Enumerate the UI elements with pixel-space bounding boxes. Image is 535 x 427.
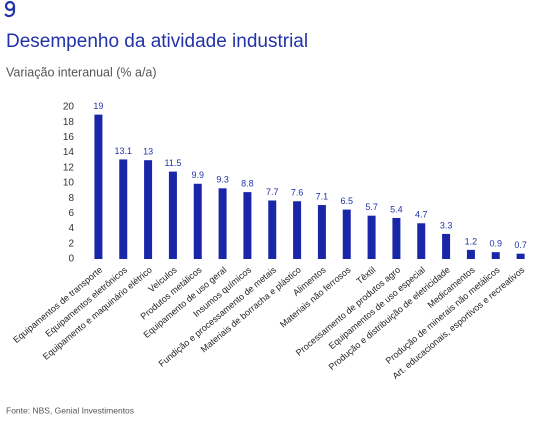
chart-subtitle: Variação interanual (% a/a): [6, 65, 157, 79]
bar: [466, 249, 475, 259]
value-label: 6.5: [340, 196, 353, 206]
value-label: 5.4: [390, 204, 403, 214]
value-label: 3.3: [440, 220, 453, 230]
value-label: 7.1: [316, 191, 329, 201]
bar: [317, 205, 326, 259]
bar: [168, 171, 177, 259]
chart-title: Desempenho da atividade industrial: [6, 31, 308, 52]
bar: [516, 253, 525, 259]
value-label: 13.1: [114, 146, 132, 156]
value-label: 0.7: [514, 240, 527, 250]
bar: [417, 223, 426, 259]
x-tick-label: Equipamento e maquinário elétrico: [41, 265, 154, 362]
value-label: 9.3: [216, 175, 229, 185]
y-tick-label: 2: [68, 238, 74, 249]
y-tick-label: 4: [68, 223, 74, 234]
y-tick-label: 0: [68, 254, 74, 265]
value-label: 7.7: [266, 187, 279, 197]
bar: [94, 114, 103, 259]
bar: [193, 183, 202, 259]
y-tick-label: 6: [68, 208, 74, 219]
bar: [342, 209, 351, 259]
value-label: 9.9: [191, 170, 204, 180]
y-tick-label: 14: [63, 147, 75, 158]
value-label: 1.2: [465, 236, 478, 246]
value-label: 11.5: [164, 158, 181, 168]
value-label: 8.8: [241, 178, 254, 188]
value-label: 7.6: [291, 188, 304, 198]
bar: [144, 160, 153, 259]
value-label: 5.7: [365, 202, 378, 212]
y-tick-label: 8: [68, 193, 74, 204]
bar: [442, 233, 451, 259]
source: Fonte: NBS, Genial Investimentos: [6, 405, 134, 415]
value-label: 13: [143, 147, 153, 157]
y-tick-label: 12: [63, 162, 75, 173]
bar: [119, 159, 128, 259]
bar: [367, 215, 376, 259]
value-label: 4.7: [415, 210, 428, 220]
bar: [392, 217, 401, 259]
logo: [4, 0, 16, 18]
y-tick-label: 10: [63, 178, 75, 189]
value-label: 19: [93, 101, 103, 111]
y-tick-label: 16: [63, 132, 75, 143]
bar: [491, 252, 500, 259]
bar: [268, 200, 277, 259]
bar: [218, 188, 227, 259]
bar: [293, 201, 302, 259]
bar: [243, 192, 252, 259]
value-label: 0.9: [489, 239, 502, 249]
y-tick-label: 18: [63, 117, 75, 128]
y-tick-label: 20: [63, 102, 75, 113]
